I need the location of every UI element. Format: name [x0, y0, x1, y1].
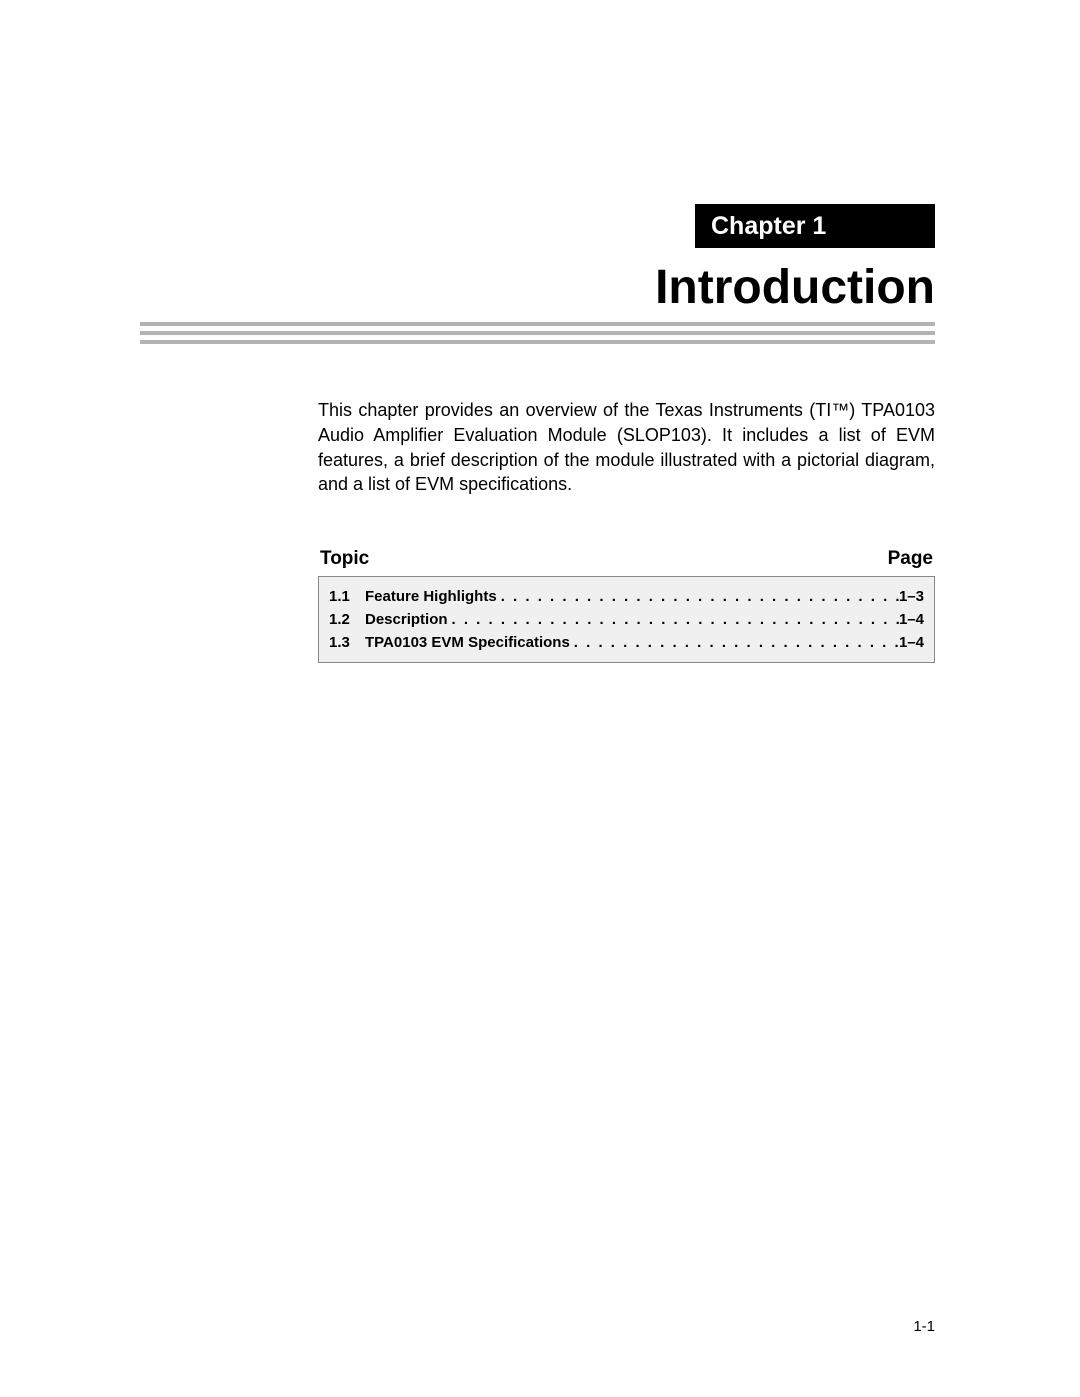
toc-page: 1–4: [899, 611, 924, 628]
chapter-badge: Chapter 1: [695, 204, 935, 248]
toc-num: 1.1: [329, 588, 365, 605]
toc-header-topic: Topic: [320, 548, 369, 570]
toc-title: TPA0103 EVM Specifications: [365, 634, 570, 651]
toc-title: Description: [365, 611, 448, 628]
intro-paragraph: This chapter provides an overview of the…: [318, 398, 935, 497]
page-number: 1-1: [913, 1318, 935, 1335]
page: Chapter 1 Introduction This chapter prov…: [0, 0, 1080, 1397]
toc-row: 1.2 Description . . . . . . . . . . . . …: [329, 608, 924, 631]
toc: Topic Page 1.1 Feature Highlights . . . …: [318, 548, 935, 663]
header-rule: [140, 340, 935, 344]
header-rule: [140, 331, 935, 335]
toc-num: 1.2: [329, 611, 365, 628]
toc-num: 1.3: [329, 634, 365, 651]
toc-dots: . . . . . . . . . . . . . . . . . . . . …: [497, 588, 899, 605]
toc-dots: . . . . . . . . . . . . . . . . . . . . …: [570, 634, 899, 651]
chapter-badge-label: Chapter 1: [711, 212, 826, 241]
toc-dots: . . . . . . . . . . . . . . . . . . . . …: [448, 611, 899, 628]
header-rule: [140, 322, 935, 326]
toc-header: Topic Page: [318, 548, 935, 576]
toc-row: 1.1 Feature Highlights . . . . . . . . .…: [329, 585, 924, 608]
toc-page: 1–3: [899, 588, 924, 605]
header-rules: [140, 322, 935, 349]
toc-page: 1–4: [899, 634, 924, 651]
toc-header-page: Page: [888, 548, 933, 570]
toc-row: 1.3 TPA0103 EVM Specifications . . . . .…: [329, 631, 924, 654]
chapter-title: Introduction: [655, 260, 935, 315]
toc-title: Feature Highlights: [365, 588, 497, 605]
toc-body: 1.1 Feature Highlights . . . . . . . . .…: [318, 576, 935, 663]
